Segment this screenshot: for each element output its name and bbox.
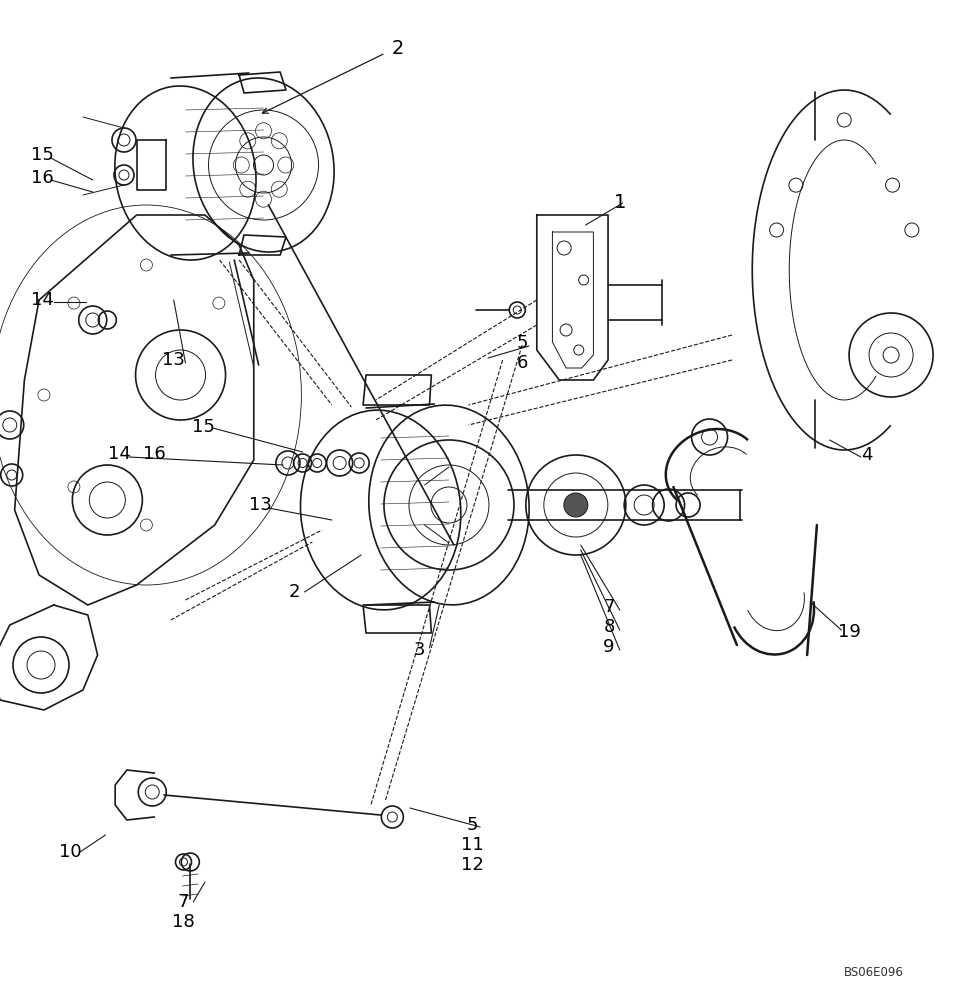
Text: 13: 13	[162, 351, 185, 369]
Text: 12: 12	[461, 856, 484, 874]
Text: 4: 4	[861, 446, 873, 464]
Text: 16: 16	[142, 445, 166, 463]
Text: 2: 2	[392, 38, 404, 57]
Text: 5: 5	[467, 816, 478, 834]
Text: 2: 2	[289, 583, 301, 601]
Text: 18: 18	[172, 913, 195, 931]
Text: 11: 11	[461, 836, 484, 854]
Circle shape	[564, 493, 588, 517]
Text: 7: 7	[178, 893, 189, 911]
Text: 15: 15	[191, 418, 215, 436]
Text: 3: 3	[414, 641, 426, 659]
Text: 19: 19	[837, 623, 861, 641]
Text: 16: 16	[30, 169, 54, 187]
Text: 7: 7	[603, 598, 615, 616]
Text: 14: 14	[107, 445, 131, 463]
Text: 13: 13	[249, 496, 272, 514]
Text: 6: 6	[516, 354, 528, 372]
Text: 10: 10	[59, 843, 82, 861]
Text: 5: 5	[516, 334, 528, 352]
Text: 9: 9	[603, 638, 615, 656]
Text: BS06E096: BS06E096	[843, 966, 904, 978]
Text: 15: 15	[30, 146, 54, 164]
Text: 14: 14	[30, 291, 54, 309]
Text: 1: 1	[614, 194, 626, 213]
Text: 8: 8	[603, 618, 615, 636]
